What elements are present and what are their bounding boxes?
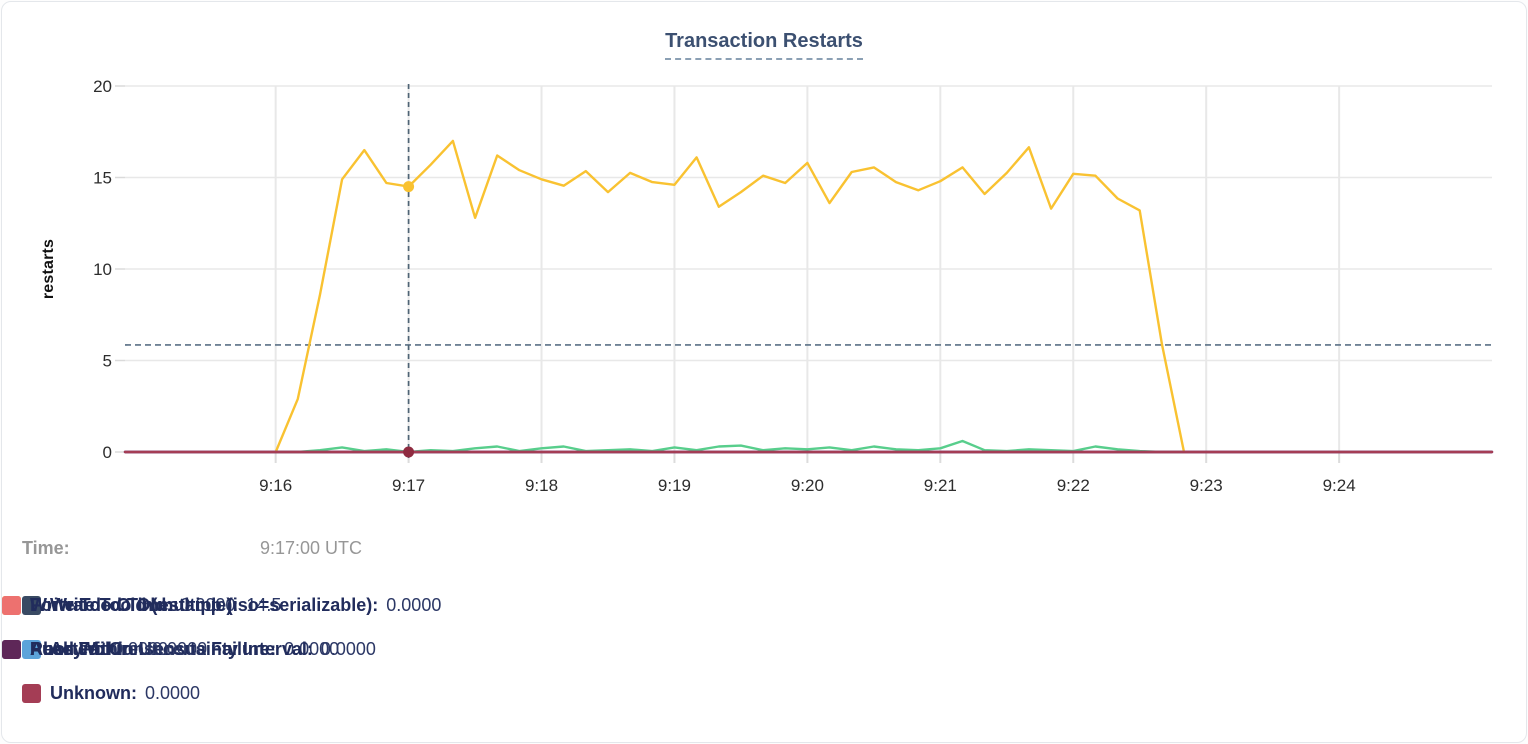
x-tick-label: 9:20 [791, 476, 824, 495]
legend-label: Write Too Old (multiple): [30, 594, 239, 615]
legend-label: Aborted: [30, 638, 105, 659]
legend-item-write-too-old[interactable]: Write Too Old: 0.0000 [22, 594, 235, 616]
legend-value: 14.5 [246, 594, 282, 615]
legend-label: Read Within Uncertainty Interval: [30, 638, 313, 659]
x-tick-label: 9:18 [525, 476, 558, 495]
legend-label: Push Failure: [30, 638, 145, 659]
y-tick-label: 0 [103, 443, 112, 462]
async-consensus-failure-swatch [22, 639, 41, 659]
hover-point-unknown [403, 446, 415, 458]
series-line-write-too-old-multiple [274, 139, 1186, 454]
legend-item-forwarded-timestamp[interactable]: Forwarded Timestamp (iso=serializable): … [2, 594, 441, 616]
y-tick-label: 10 [93, 260, 112, 279]
transaction-restarts-chart[interactable]: 0 5 10 15 20 9:16 9:17 9:18 9:19 9:20 9:21 9:22 9:23… [2, 2, 1527, 522]
x-tick-label: 9:21 [924, 476, 957, 495]
legend-value: 0.0000 [113, 638, 169, 659]
y-tick-label: 5 [103, 352, 112, 371]
legend-value: 0.0000 [284, 638, 340, 659]
x-tick-label: 9:23 [1190, 476, 1223, 495]
time-label: Time: [22, 538, 70, 558]
y-tick-label: 20 [93, 77, 112, 96]
legend-value: 0.0000 [386, 594, 442, 615]
push-failure-swatch [2, 639, 21, 659]
legend-value: 0.0000 [180, 594, 236, 615]
unknown-swatch [22, 683, 41, 703]
legend-item-push-failure[interactable]: Push Failure: 0.0000 [2, 638, 207, 660]
legend-value: 0.0000 [145, 682, 201, 703]
y-tick-label: 15 [93, 169, 112, 188]
x-tick-label: 9:19 [658, 476, 691, 495]
gridlines [125, 85, 1492, 453]
axis-ticks [115, 85, 1341, 463]
legend-label: Unknown: [50, 682, 137, 703]
x-tick-label: 9:24 [1323, 476, 1356, 495]
x-tick-label: 9:16 [259, 476, 292, 495]
time-value: 9:17:00 UTC [260, 538, 363, 558]
legend-label: Write Too Old: [50, 594, 173, 615]
legend-value: 0.0000 [152, 638, 208, 659]
legend-item-unknown[interactable]: Unknown: 0.0000 [22, 682, 200, 704]
forwarded-timestamp-swatch [2, 595, 21, 615]
chart-title[interactable]: Transaction Restarts [665, 30, 863, 60]
legend-value: 0.0000 [320, 638, 376, 659]
chart-title-wrap: Transaction Restarts [2, 30, 1526, 60]
x-tick-label: 9:22 [1057, 476, 1090, 495]
legend-item-async-consensus-failure[interactable]: Async Consensus Failure: 0.0000 [22, 638, 339, 660]
legend-label: Async Consensus Failure: [50, 638, 277, 659]
series-line-read-within-uncertainty-interval [274, 439, 1186, 454]
hover-point-write-too-old-multiple [403, 181, 415, 193]
axis-tick-labels: 0 5 10 15 20 9:16 9:17 9:18 9:19 9:20 9:21 9:22 9:23… [93, 77, 1356, 495]
legend-label: Forwarded Timestamp (iso=serializable): [30, 594, 379, 615]
write-too-old-swatch [22, 595, 41, 615]
x-tick-label: 9:17 [392, 476, 425, 495]
